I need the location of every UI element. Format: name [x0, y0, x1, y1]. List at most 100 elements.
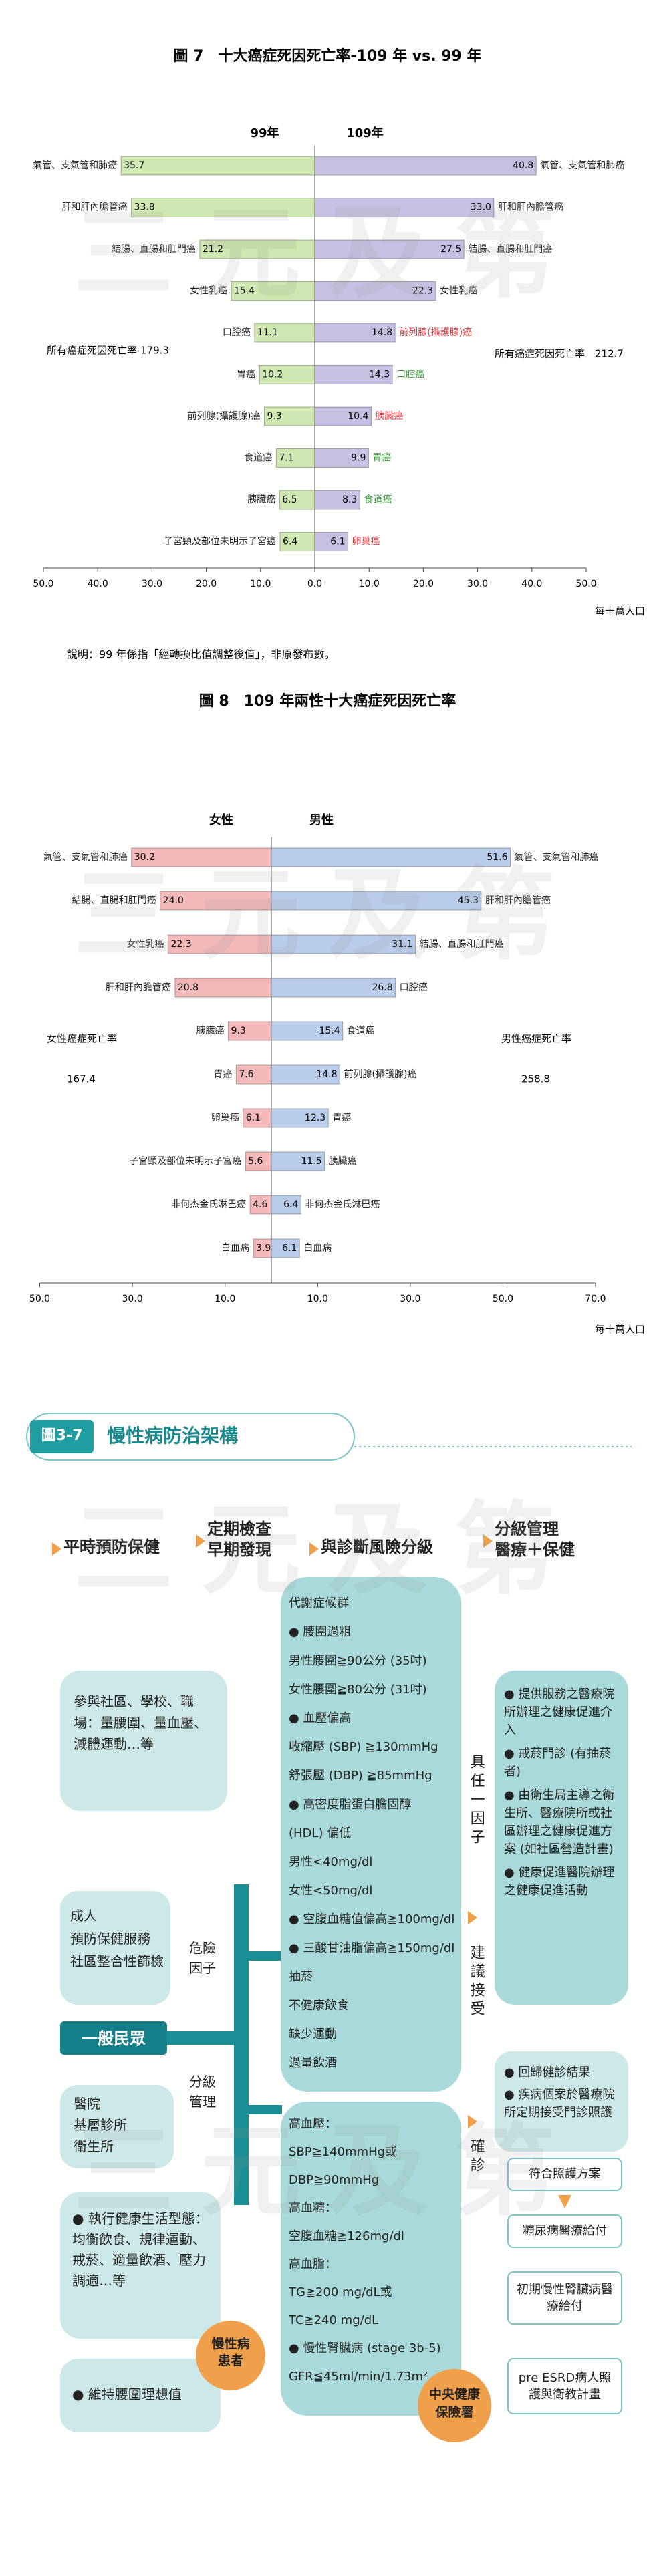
- header-title: 慢性病防治架構: [107, 1425, 239, 1447]
- header-badge: 圖3-7: [41, 1427, 83, 1444]
- x-tick-label: 50.0: [29, 1294, 50, 1304]
- community: 參與社區、學校、職場：量腰圍、量血壓、減體運動…等: [74, 1693, 207, 1752]
- bar: [314, 323, 396, 343]
- stage-heading-line: 早期發現: [207, 1540, 271, 1560]
- category-label: 非何杰金氏淋巴癌: [305, 1199, 380, 1210]
- insurer-circle: [418, 2369, 491, 2442]
- bar: [120, 156, 315, 176]
- providers: 醫院 基層診所 衛生所: [74, 2093, 127, 2157]
- program-box: [507, 2214, 622, 2248]
- bar: [271, 934, 416, 954]
- stage-heading-line: 定期檢查: [207, 1520, 271, 1538]
- diagnosis: 高血壓： SBP≧140mmHg或 DBP≧90mmHg 高血糖： 空腹血糖≧126mg…: [289, 2110, 459, 2391]
- x-tick-label: 50.0: [575, 579, 596, 589]
- box: [60, 2359, 221, 2432]
- bar: [271, 1108, 329, 1128]
- bar: [314, 281, 436, 301]
- patient: 慢性病 患者: [196, 2336, 265, 2369]
- value-label: 20.8: [178, 982, 199, 993]
- value-label: 9.9: [351, 453, 366, 464]
- x-tick-label: 0.0: [307, 579, 322, 589]
- value-label: 51.6: [487, 852, 507, 863]
- connector: [234, 1884, 249, 2205]
- risk-factor-line: 抽菸: [289, 1970, 313, 1984]
- value-label: 6.4: [283, 1199, 298, 1210]
- box: [60, 1671, 227, 1811]
- bar: [314, 239, 465, 259]
- category-label: 食道癌: [244, 452, 272, 464]
- stage-arrow: [196, 1534, 205, 1548]
- insurer: 中央健康 保險署: [418, 2386, 491, 2421]
- category-label: 食道癌: [347, 1025, 375, 1036]
- adult-line: 成人: [70, 1908, 97, 1924]
- value-label: 15.4: [234, 286, 255, 297]
- value-label: 10.4: [348, 411, 368, 422]
- category-label: 結腸、直腸和肛門癌: [112, 243, 196, 255]
- category-label: 肝和肝內膽管癌: [485, 895, 551, 906]
- diagnosis-line: DBP≧90mmHg: [289, 2173, 380, 2187]
- connector: [167, 2031, 241, 2045]
- bar: [314, 532, 349, 551]
- box: [281, 1577, 461, 2092]
- bar: [314, 406, 372, 426]
- value-label: 8.3: [342, 494, 357, 505]
- risk-factor-line: 男性腰圍≧90公分 (35吋): [289, 1654, 427, 1668]
- waist: ● 維持腰圍理想值: [72, 2386, 182, 2402]
- x-tick-label: 30.0: [142, 579, 162, 589]
- bar: [271, 978, 396, 998]
- risk-factor: 代謝症候群 ● 腰圍過粗 男性腰圍≧90公分 (35吋) 女性腰圍≧80公分 (31吋…: [289, 1589, 459, 2078]
- bar: [314, 365, 393, 384]
- category-label: 胰臟癌: [196, 1026, 225, 1036]
- unit-label: 每十萬人口: [595, 1324, 645, 1336]
- value-label: 30.2: [134, 852, 155, 863]
- diagnosis-line: TC≧240 mg/dL: [289, 2313, 379, 2327]
- x-tick-label: 10.0: [359, 579, 380, 589]
- value-label: 7.1: [279, 453, 293, 464]
- arrow: [558, 2195, 571, 2208]
- category-label: 食道癌: [364, 494, 392, 505]
- value-label: 7.6: [239, 1069, 253, 1080]
- category-label: 肝和肝內膽管癌: [62, 202, 128, 213]
- category-label: 肝和肝內膽管癌: [498, 202, 563, 213]
- bar: [271, 1195, 301, 1215]
- charts: 圖 7 十大癌症死因死亡率-109 年 vs. 99 年 99年 35.7 氣管、支氣…: [29, 47, 645, 1336]
- risk-factor-line: 女性<50mg/dl: [289, 1884, 373, 1898]
- bar: [314, 156, 537, 176]
- category-label: 前列腺(攝護腺)癌: [188, 410, 261, 422]
- bar: [271, 1238, 300, 1258]
- connector: [249, 2105, 282, 2114]
- diagram-shapes: [26, 1413, 632, 2442]
- value-label: 10.2: [262, 370, 283, 380]
- connector-label-line: 分級: [189, 2073, 216, 2090]
- diagnosis-line: GFR≦45ml/min/1.73m²: [289, 2370, 428, 2384]
- value-label: 15.4: [319, 1026, 340, 1036]
- category-label: 結腸、直腸和肛門癌: [468, 243, 552, 255]
- category-label: 口腔癌: [400, 982, 428, 993]
- risk-factor-line: (HDL) 偏低: [289, 1826, 352, 1840]
- value-label: 6.1: [330, 537, 345, 547]
- stage-heading: 定期檢查 早期發現: [207, 1519, 271, 1560]
- x-tick-label: 30.0: [467, 579, 488, 589]
- stage-heading-line: 平時預防保健: [63, 1538, 160, 1556]
- category-label: 白血病: [303, 1243, 332, 1254]
- value-label: 9.3: [231, 1026, 246, 1036]
- risk-factor-line: 男性<40mg/dl: [289, 1855, 373, 1869]
- bar: [228, 1021, 272, 1041]
- followup: ● 回歸健診結果 ● 疾病個案於醫療院所定期接受門診照護: [504, 2063, 623, 2126]
- bar: [160, 891, 272, 911]
- intervention-line: ● 戒菸門診 (有抽菸者): [504, 1747, 612, 1779]
- category-label: 非何杰金氏淋巴癌: [171, 1199, 246, 1210]
- stage-heading: 分級管理 醫療＋保健: [495, 1519, 575, 1560]
- value-label: 31.1: [392, 939, 412, 950]
- x-tick-label: 30.0: [400, 1294, 420, 1304]
- category-label: 子宮頸及部位未明示子宮癌: [129, 1156, 241, 1167]
- stage-heading-line: 分級管理: [495, 1520, 559, 1538]
- public: 一般民眾: [82, 2029, 146, 2048]
- category-label: 肝和肝內膽管癌: [106, 982, 171, 993]
- category-label: 胃癌: [213, 1069, 232, 1080]
- x-tick-label: 10.0: [307, 1294, 328, 1304]
- category-label: 氣管、支氣管和肺癌: [43, 852, 128, 863]
- value-label: 9.3: [267, 411, 281, 422]
- header-badge: [30, 1420, 94, 1453]
